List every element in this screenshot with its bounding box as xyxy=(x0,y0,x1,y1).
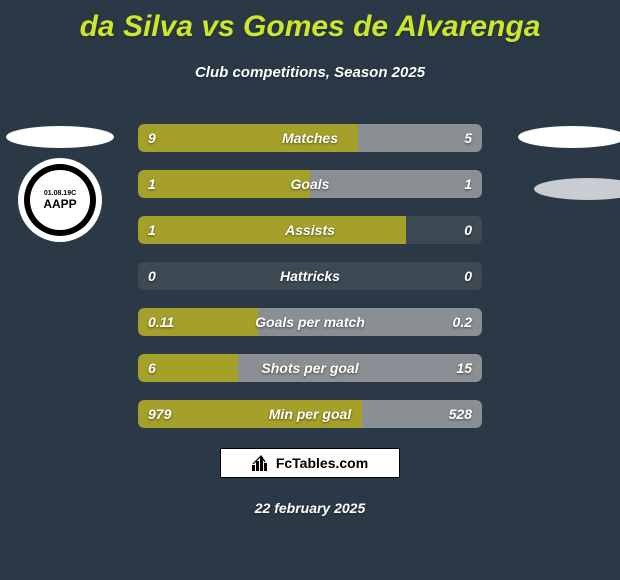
chart-icon xyxy=(252,455,270,471)
stat-label: Matches xyxy=(138,124,482,152)
team-left-logo: 01.08.19C AAPP xyxy=(18,158,102,242)
page-title: da Silva vs Gomes de Alvarenga xyxy=(0,0,620,44)
stat-row: 10Assists xyxy=(138,216,482,244)
stat-row: 95Matches xyxy=(138,124,482,152)
stat-row: 615Shots per goal xyxy=(138,354,482,382)
stat-row: 11Goals xyxy=(138,170,482,198)
subtitle: Club competitions, Season 2025 xyxy=(0,64,620,81)
stat-label: Hattricks xyxy=(138,262,482,290)
stat-label: Min per goal xyxy=(138,400,482,428)
stat-label: Goals per match xyxy=(138,308,482,336)
brand-badge: FcTables.com xyxy=(220,448,400,478)
stat-row: 00Hattricks xyxy=(138,262,482,290)
badge-right-ellipse-1 xyxy=(518,126,620,148)
date-text: 22 february 2025 xyxy=(0,500,620,516)
stat-label: Assists xyxy=(138,216,482,244)
badge-right-ellipse-2 xyxy=(534,178,620,200)
stats-table: 95Matches 11Goals 10Assists 00Hattricks 0.11… xyxy=(138,124,482,446)
stat-label: Shots per goal xyxy=(138,354,482,382)
logo-ring: 01.08.19C AAPP xyxy=(24,164,96,236)
stat-row: 979528Min per goal xyxy=(138,400,482,428)
brand-text: FcTables.com xyxy=(276,455,368,471)
logo-text: 01.08.19C AAPP xyxy=(30,170,90,230)
stat-label: Goals xyxy=(138,170,482,198)
stat-row: 0.110.2Goals per match xyxy=(138,308,482,336)
badge-left-ellipse xyxy=(6,126,114,148)
